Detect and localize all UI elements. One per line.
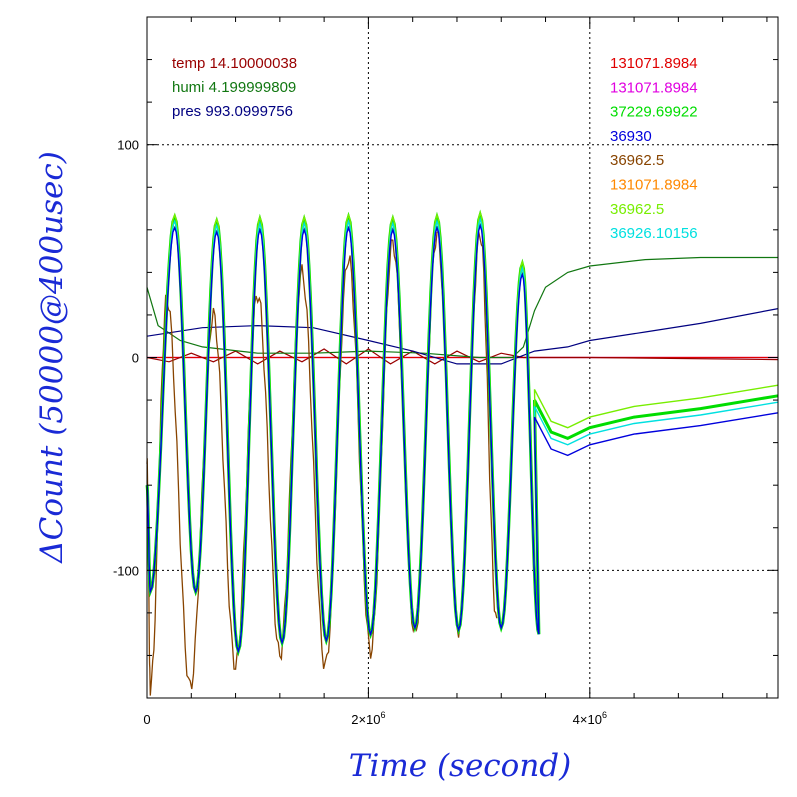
x-tick-label-0: 0 bbox=[143, 712, 150, 727]
y-tick-label-2: -100 bbox=[113, 563, 139, 578]
x-axis-title: Time (second) bbox=[349, 748, 571, 784]
channel-legend-item-4: 36962.5 bbox=[610, 152, 664, 169]
axis-ticks: 100 0 -100 0 2×106 4×106 bbox=[113, 16, 778, 727]
channel-legend-item-1: 131071.8984 bbox=[610, 79, 698, 96]
channel-legend-item-5: 131071.8984 bbox=[610, 177, 698, 194]
y-axis-title: ΔCount (50000@400usec) bbox=[34, 151, 70, 564]
channel-legend-item-3: 36930 bbox=[610, 128, 652, 145]
env-legend-item-0: temp 14.10000038 bbox=[172, 55, 297, 72]
channel-legend-item-6: 36962.5 bbox=[610, 201, 664, 218]
env-legend: temp 14.10000038 humi 4.199999809 pres 993… bbox=[172, 55, 297, 120]
channel-legend-item-7: 36926.10156 bbox=[610, 225, 698, 242]
y-tick-label-1: 0 bbox=[132, 351, 139, 366]
series-lines bbox=[145, 209, 779, 696]
series-line-4 bbox=[146, 308, 779, 365]
x-tick-label-1: 2×106 bbox=[351, 710, 385, 727]
channel-legend: 131071.8984 131071.8984 37229.69922 36930 36… bbox=[610, 55, 698, 242]
env-legend-item-1: humi 4.199999809 bbox=[172, 79, 296, 96]
env-legend-item-2: pres 993.0999756 bbox=[172, 103, 293, 120]
channel-legend-item-0: 131071.8984 bbox=[610, 55, 698, 72]
series-line-osc-3 bbox=[146, 223, 779, 654]
channel-legend-item-2: 37229.69922 bbox=[610, 104, 698, 121]
y-tick-label-0: 100 bbox=[117, 138, 139, 153]
series-line-3 bbox=[146, 256, 778, 359]
x-tick-label-2: 4×106 bbox=[573, 710, 607, 727]
